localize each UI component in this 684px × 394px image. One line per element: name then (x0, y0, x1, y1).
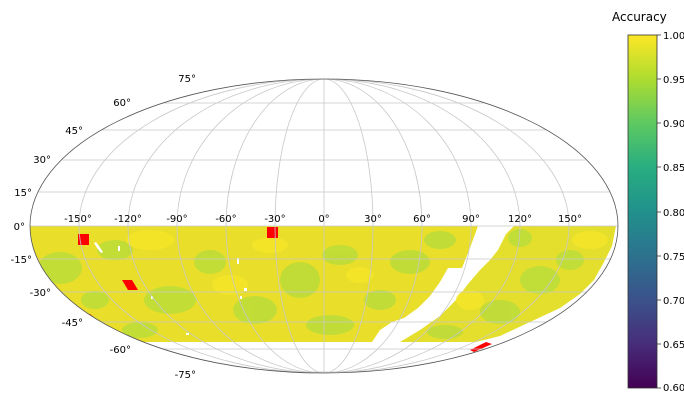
meridian-60 (225, 79, 423, 373)
lon-label-m150: -150° (64, 214, 92, 225)
lon-labels: -150° -120° -90° -60° -30° 0° 30° 60° 90… (64, 214, 582, 225)
meridian-30 (274, 79, 374, 373)
lat-label-15: 15° (14, 188, 32, 199)
lat-label-m45: -45° (62, 318, 83, 329)
lat-label-m75: -75° (175, 370, 196, 381)
colorbar-tick-0-60: 0.60 (663, 383, 684, 394)
lat-label-30: 30° (33, 155, 51, 166)
lat-label-45: 45° (65, 126, 83, 137)
lon-label-90: 90° (462, 214, 480, 225)
lat-label-m30: -30° (30, 288, 51, 299)
meridian-120 (127, 79, 521, 373)
lat-label-m15: -15° (11, 255, 32, 266)
accuracy-region-main (30, 226, 478, 342)
meridian-90 (176, 79, 472, 373)
colorbar-tick-1-00: 1.00 (663, 31, 684, 42)
colorbar-tick-0-80: 0.80 (663, 208, 684, 219)
lon-label-30: 30° (364, 214, 382, 225)
colorbar-tick-0-85: 0.85 (663, 163, 684, 174)
colorbar-gradient (627, 34, 658, 389)
colorbar: 1.00 0.95 0.90 0.85 0.80 0.75 0.70 0.65 … (627, 31, 684, 394)
lat-label-60: 60° (113, 98, 131, 109)
lon-label-0: 0° (318, 214, 329, 225)
colorbar-tick-0-70: 0.70 (663, 296, 684, 307)
no-data-gaps (94, 242, 247, 335)
lon-label-120: 120° (508, 214, 532, 225)
lon-label-60: 60° (413, 214, 431, 225)
lat-labels: 75° 60° 45° 30° 15° 0° -15° -30° -45° -6… (11, 74, 196, 381)
lon-label-m60: -60° (215, 214, 236, 225)
lat-label-m60: -60° (110, 345, 131, 356)
lat-label-75: 75° (178, 74, 196, 85)
colorbar-ticks (657, 34, 661, 389)
accuracy-field (30, 226, 616, 352)
colorbar-tick-0-95: 0.95 (663, 75, 684, 86)
colorbar-tick-0-90: 0.90 (663, 119, 684, 130)
colorbar-tick-0-75: 0.75 (663, 252, 684, 263)
colorbar-title: Accuracy (612, 10, 667, 24)
accuracy-patches (38, 229, 584, 339)
lon-label-m90: -90° (166, 214, 187, 225)
lon-label-m120: -120° (114, 214, 142, 225)
lat-label-0: 0° (14, 222, 25, 233)
map-outline (29, 78, 619, 374)
lon-label-150: 150° (558, 214, 582, 225)
lon-label-m30: -30° (264, 214, 285, 225)
meridian-150 (78, 79, 570, 373)
accuracy-high-patches (126, 230, 608, 310)
colorbar-tick-0-65: 0.65 (663, 340, 684, 351)
